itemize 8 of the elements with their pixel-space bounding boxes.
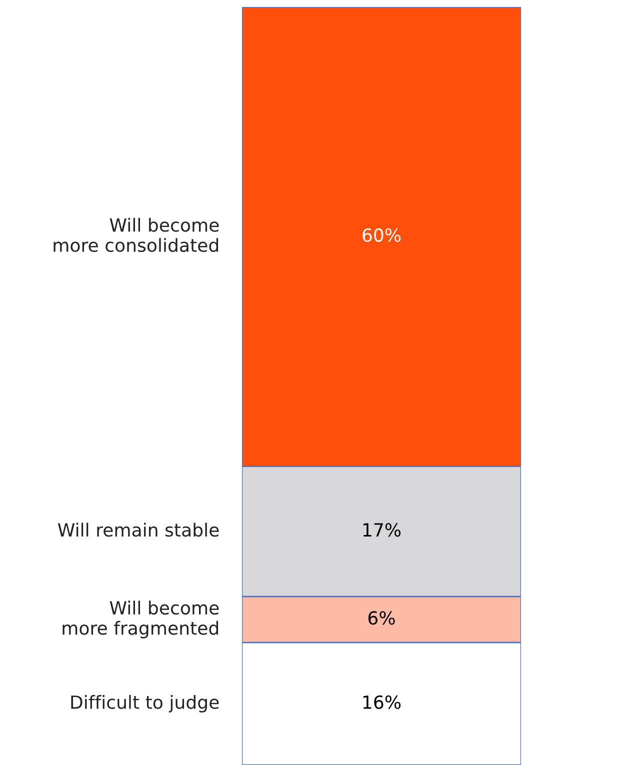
data-label: 16% — [363, 695, 401, 709]
data-label: 6% — [368, 611, 395, 625]
series-label: Will become more fragmented — [62, 600, 219, 638]
data-label: 60% — [362, 228, 401, 242]
series-label: Will remain stable — [58, 522, 219, 537]
series-label: Will become more consolidated — [54, 218, 219, 252]
data-label: 17% — [363, 523, 401, 537]
series-label: Difficult to judge — [71, 695, 219, 712]
